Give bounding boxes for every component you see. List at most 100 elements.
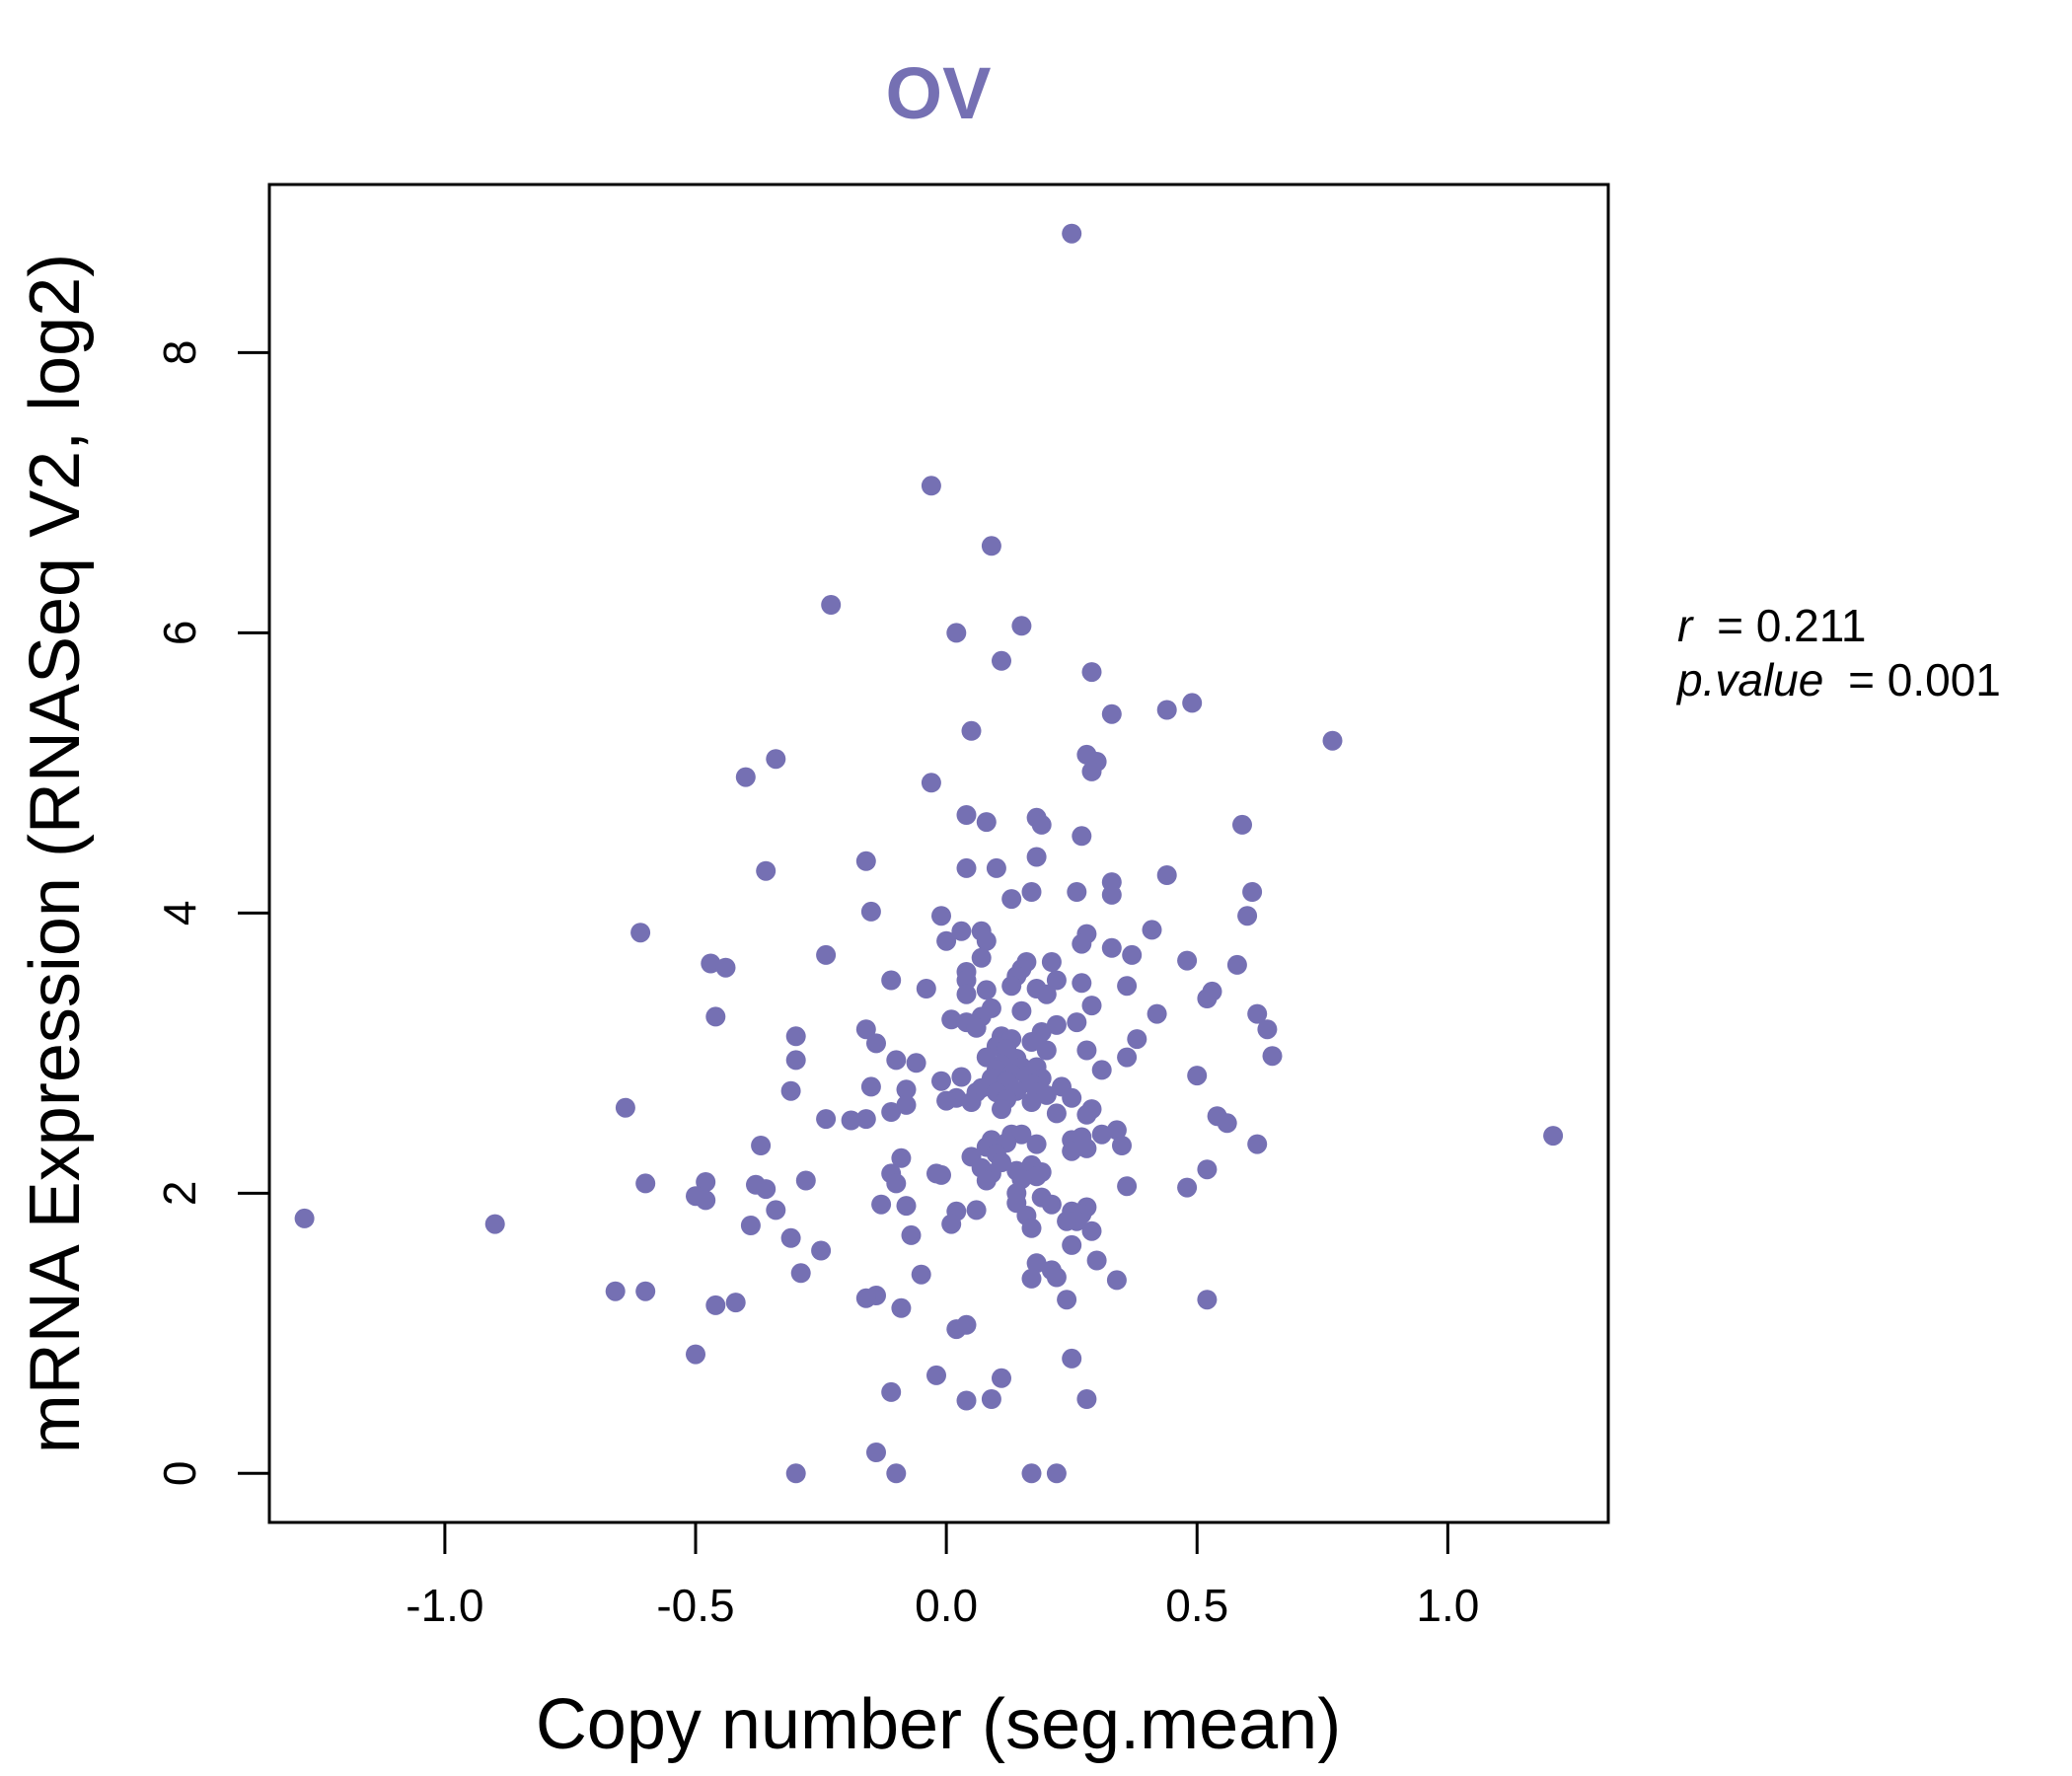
data-point [951,921,972,941]
data-point [1062,1087,1082,1108]
svg-text:r = 0.211: r = 0.211 [1677,600,1866,651]
data-point [931,906,951,926]
data-point [1001,889,1022,910]
data-point [946,623,967,643]
data-point [921,773,941,793]
data-point [1067,882,1087,902]
y-tick-label: 0 [154,1461,205,1487]
p-value-value: = 0.001 [1848,654,2001,705]
data-point [696,1190,716,1211]
data-point [956,857,977,878]
data-point [1021,1268,1042,1289]
x-tick-label: 0.5 [1165,1580,1228,1631]
data-point [1011,1000,1032,1021]
data-point [785,1026,806,1047]
data-point [1106,1270,1127,1291]
data-point [881,1102,902,1122]
data-point [1101,937,1122,958]
data-point [1217,1113,1237,1134]
data-point [1101,884,1122,905]
data-point [1072,973,1092,994]
data-point [871,1194,892,1215]
data-point [1036,1040,1057,1061]
data-point [780,1080,801,1101]
data-point [725,1293,746,1313]
data-point [1021,1218,1042,1238]
data-point [956,984,977,1004]
data-point [605,1281,626,1301]
data-points [294,223,1564,1484]
x-axis: -1.0 -0.5 0.0 0.5 1.0 [406,1520,1479,1631]
data-point [1046,1267,1067,1288]
data-point [966,1017,987,1038]
data-point [705,1295,726,1315]
data-point [966,1200,987,1221]
x-axis-title: Copy number (seg.mean) [536,1685,1341,1764]
data-point [956,970,977,991]
data-point [1081,761,1102,781]
data-point [1076,1104,1097,1125]
data-point [896,1079,917,1100]
y-tick-label: 8 [154,340,205,366]
data-point [1262,1046,1283,1067]
data-point [1182,693,1203,713]
data-point [981,1389,1001,1409]
data-point [1026,1166,1047,1187]
data-point [1062,1234,1082,1255]
data-point [936,930,957,951]
data-point [971,947,992,968]
data-point [921,476,941,496]
data-point [630,923,651,943]
data-point [1106,1120,1127,1141]
data-point [976,980,997,1000]
data-point [795,1170,816,1191]
data-point [1127,1029,1147,1050]
svg-text:p.value = 0.001: p.value = 0.001 [1675,654,2001,705]
data-point [1026,1253,1047,1274]
data-point [1062,1141,1082,1161]
data-point [1543,1126,1564,1147]
data-point [1117,976,1138,997]
data-point [1021,1092,1042,1112]
data-point [1011,1124,1032,1145]
data-point [686,1344,705,1365]
data-point [1036,1084,1057,1105]
data-point [855,1109,876,1130]
data-point [1031,814,1052,835]
data-point [1117,1047,1138,1068]
data-point [1046,1014,1067,1035]
data-point [1001,976,1022,997]
data-point [1046,1103,1067,1124]
data-point [635,1281,656,1301]
data-point [1072,933,1092,954]
data-point [294,1208,315,1228]
y-axis-title: mRNA Expression (RNASeq V2, log2) [16,254,95,1453]
data-point [811,1240,832,1261]
data-point [916,979,936,999]
r-label: r [1677,600,1694,651]
data-point [1177,1177,1198,1198]
data-point [735,767,756,787]
data-point [946,1319,967,1340]
data-point [976,930,997,951]
data-point [1232,814,1252,835]
data-point [1177,950,1198,971]
data-point [906,1053,926,1073]
data-point [780,1227,801,1248]
data-point [1011,616,1032,636]
data-point [1076,1389,1097,1409]
data-point [816,944,837,965]
data-point [1197,1159,1218,1180]
p-value-label: p.value [1675,654,1823,705]
y-tick-label: 4 [154,901,205,926]
chart-title: OV [886,52,992,134]
data-point [1021,882,1042,902]
data-point [701,953,721,974]
data-point [635,1173,656,1194]
data-point [941,1009,962,1030]
data-point [1021,1032,1042,1052]
data-point [740,1216,761,1235]
data-point [1086,1250,1107,1271]
data-point [821,595,842,615]
x-tick-label: 0.0 [915,1580,978,1631]
